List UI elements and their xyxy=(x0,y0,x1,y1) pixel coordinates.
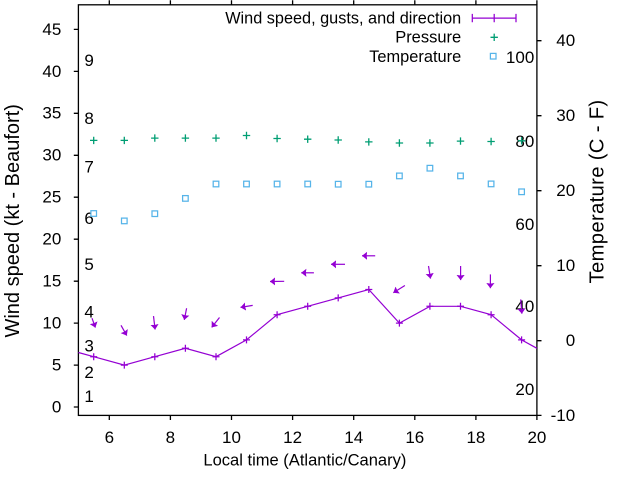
svg-text:18: 18 xyxy=(466,428,485,447)
svg-text:60: 60 xyxy=(515,215,534,234)
svg-text:Wind speed, gusts, and directi: Wind speed, gusts, and direction xyxy=(225,9,461,28)
svg-text:6: 6 xyxy=(84,209,93,228)
svg-text:40: 40 xyxy=(42,62,61,81)
svg-text:9: 9 xyxy=(84,51,93,70)
svg-text:8: 8 xyxy=(166,428,175,447)
svg-text:10: 10 xyxy=(222,428,241,447)
svg-text:Temperature (C - F): Temperature (C - F) xyxy=(587,100,609,284)
svg-text:2: 2 xyxy=(84,363,93,382)
svg-text:10: 10 xyxy=(42,314,61,333)
svg-text:8: 8 xyxy=(84,109,93,128)
svg-text:20: 20 xyxy=(527,428,546,447)
svg-text:4: 4 xyxy=(84,303,93,322)
svg-text:20: 20 xyxy=(556,181,575,200)
svg-text:40: 40 xyxy=(556,31,575,50)
svg-text:80: 80 xyxy=(515,132,534,151)
svg-text:6: 6 xyxy=(105,428,114,447)
svg-text:3: 3 xyxy=(84,337,93,356)
svg-text:12: 12 xyxy=(283,428,302,447)
svg-text:20: 20 xyxy=(42,230,61,249)
svg-text:Temperature: Temperature xyxy=(369,47,461,66)
svg-text:40: 40 xyxy=(515,297,534,316)
svg-text:35: 35 xyxy=(42,104,61,123)
svg-text:-10: -10 xyxy=(551,406,576,425)
svg-text:Wind speed (kt - Beaufort): Wind speed (kt - Beaufort) xyxy=(2,104,24,337)
svg-text:14: 14 xyxy=(344,428,363,447)
svg-text:100: 100 xyxy=(506,48,534,67)
svg-text:0: 0 xyxy=(52,397,61,416)
svg-text:16: 16 xyxy=(405,428,424,447)
svg-text:Local time (Atlantic/Canary): Local time (Atlantic/Canary) xyxy=(203,451,406,470)
svg-text:20: 20 xyxy=(515,380,534,399)
svg-text:1: 1 xyxy=(84,387,93,406)
svg-text:45: 45 xyxy=(42,20,61,39)
svg-text:5: 5 xyxy=(84,255,93,274)
svg-text:25: 25 xyxy=(42,188,61,207)
svg-text:7: 7 xyxy=(84,158,93,177)
svg-text:30: 30 xyxy=(42,146,61,165)
svg-text:30: 30 xyxy=(556,106,575,125)
svg-text:15: 15 xyxy=(42,272,61,291)
svg-text:Pressure: Pressure xyxy=(395,27,461,46)
svg-text:5: 5 xyxy=(52,356,61,375)
svg-text:10: 10 xyxy=(556,256,575,275)
svg-text:0: 0 xyxy=(566,331,575,350)
